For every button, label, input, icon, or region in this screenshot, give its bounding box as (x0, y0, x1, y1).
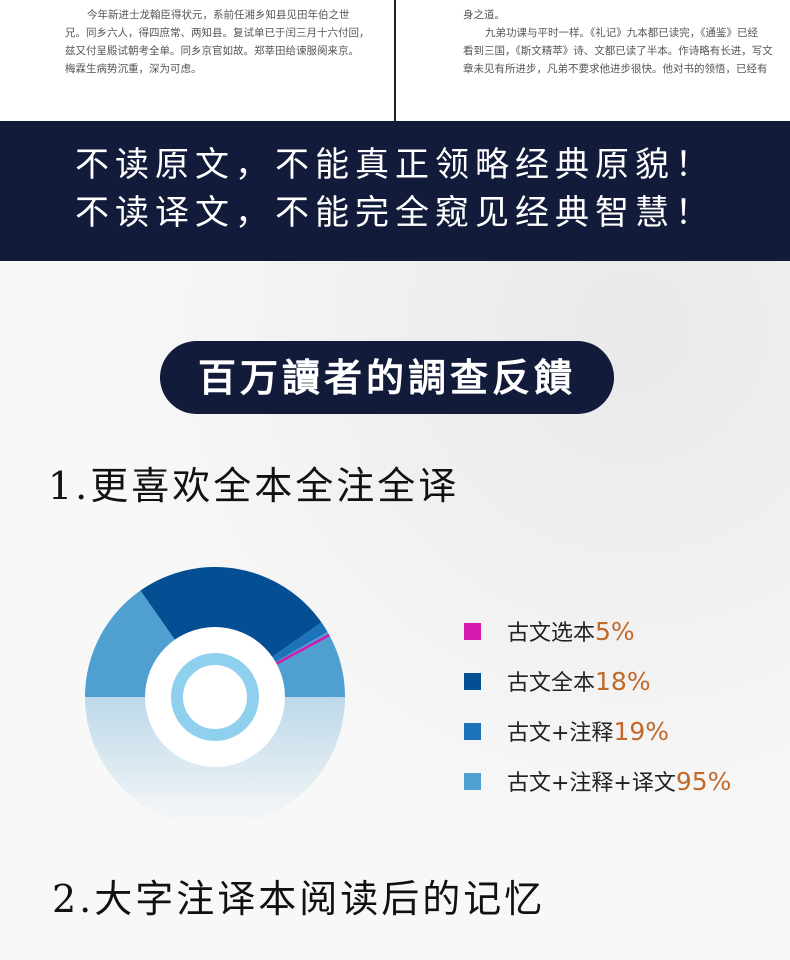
legend-swatch (464, 772, 481, 790)
legend-label: 古文+注释 (507, 721, 614, 746)
text-line: 看到三国，《斯文精萃》诗、文都已读了半本。作诗略有长进，写文 (463, 45, 773, 57)
slogan-line: 不读译文，不能完全窥见经典智慧！ (75, 193, 715, 233)
text-line: 九弟功课与平时一样。《礼记》九本都已读完，《通鉴》已经 (485, 27, 758, 39)
legend-value: 18% (595, 666, 651, 696)
text-line: 章未见有所进步，凡弟不要求他进步很快。他对书的领悟，已经有 (463, 63, 768, 75)
text-line: 兄。同乡六人，得四庶常、两知县。复试单已于闰三月十六付回， (65, 27, 370, 39)
legend-label: 古文选本 (507, 621, 596, 646)
legend-swatch (464, 722, 481, 740)
half-donut-chart (85, 567, 345, 827)
heading-1: 1.更喜欢全本全注全译 (48, 464, 460, 508)
text-line: 今年新进士龙翰臣得状元，系前任湘乡知县见田年伯之世 (87, 9, 350, 21)
heading-2: 2.大字注译本阅读后的记忆 (52, 877, 546, 921)
survey-title: 百万讀者的調查反饋 (160, 341, 614, 414)
left-page-text: 今年新进士龙翰臣得状元，系前任湘乡知县见田年伯之世 兄。同乡六人，得四庶常、两知… (65, 6, 370, 78)
legend-swatch (464, 622, 481, 640)
legend-item: 古文选本 5% (464, 606, 731, 656)
text-line: 梅霖生病势沉重，深为可虑。 (65, 63, 202, 75)
legend-label: 古文全本 (507, 671, 596, 696)
legend-item: 古文+注释+译文 95% (464, 756, 731, 806)
inner-blue-ring (171, 653, 259, 741)
legend-item: 古文+注释 19% (464, 706, 731, 756)
legend-value: 5% (595, 616, 635, 646)
text-line: 兹又付呈殿试朝考全单。同乡京官如故。郑莘田给谏服阕来京。 (65, 45, 359, 57)
legend-label: 古文+注释+译文 (507, 771, 676, 796)
chart-legend: 古文选本 5% 古文全本 18% 古文+注释 19% 古文+注释+译文 95% (464, 606, 731, 806)
slogan-line: 不读原文，不能真正领略经典原貌！ (75, 145, 715, 185)
legend-value: 95% (675, 766, 732, 796)
legend-item: 古文全本 18% (464, 656, 731, 706)
text-line: 身之道。 (463, 9, 505, 21)
book-page-previews: 今年新进士龙翰臣得状元，系前任湘乡知县见田年伯之世 兄。同乡六人，得四庶常、两知… (0, 0, 790, 121)
right-page-text: 身之道。 九弟功课与平时一样。《礼记》九本都已读完，《通鉴》已经 看到三国，《斯… (463, 6, 773, 78)
inner-white-ring (145, 627, 285, 767)
slogan-banner: 不读原文，不能真正领略经典原貌！ 不读译文，不能完全窥见经典智慧！ (0, 121, 790, 261)
legend-value: 19% (613, 716, 670, 746)
page-divider (394, 0, 396, 121)
legend-swatch (464, 672, 481, 690)
